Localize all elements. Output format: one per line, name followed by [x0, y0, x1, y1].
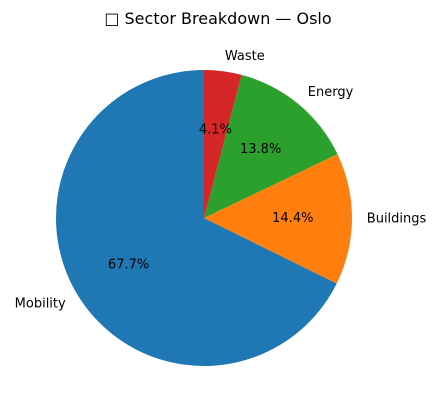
- slice-value-energy: 13.8%: [240, 142, 281, 157]
- slice-value-buildings: 14.4%: [272, 211, 313, 226]
- slice-label-waste: Waste: [225, 49, 265, 64]
- pie-slice-waste: [204, 70, 242, 218]
- pie-labels: Mobility 67.7% Buildings 14.4% Energy 13.8% Wa…: [15, 49, 427, 311]
- slice-value-waste: 4.1%: [199, 122, 232, 137]
- chart-title: □ Sector Breakdown — Oslo: [104, 9, 331, 28]
- pie-slice-energy: [204, 74, 338, 218]
- pie-slice-buildings: [204, 154, 352, 284]
- slice-label-mobility: Mobility: [15, 296, 66, 311]
- slice-label-buildings: Buildings: [367, 212, 427, 227]
- slice-label-energy: Energy: [308, 85, 354, 100]
- slice-value-mobility: 67.7%: [108, 257, 149, 272]
- pie-slice-mobility: [56, 70, 337, 366]
- pie-slices: [56, 70, 352, 366]
